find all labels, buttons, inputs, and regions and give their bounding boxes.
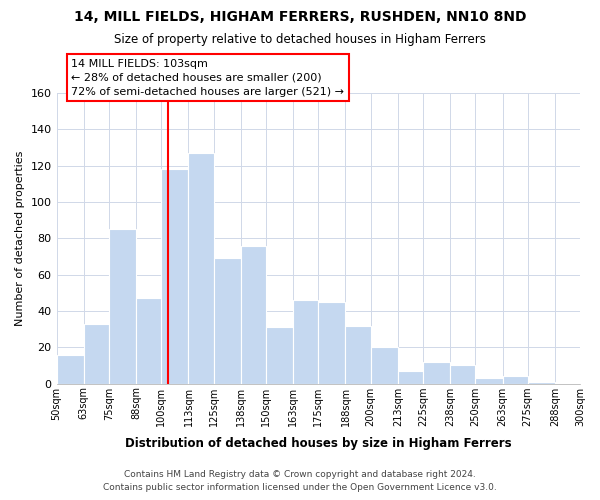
- Text: 14, MILL FIELDS, HIGHAM FERRERS, RUSHDEN, NN10 8ND: 14, MILL FIELDS, HIGHAM FERRERS, RUSHDEN…: [74, 10, 526, 24]
- Bar: [371, 348, 398, 384]
- Y-axis label: Number of detached properties: Number of detached properties: [15, 150, 25, 326]
- Bar: [503, 376, 527, 384]
- Bar: [398, 371, 423, 384]
- Text: Contains HM Land Registry data © Crown copyright and database right 2024.
Contai: Contains HM Land Registry data © Crown c…: [103, 470, 497, 492]
- Text: 14 MILL FIELDS: 103sqm
← 28% of detached houses are smaller (200)
72% of semi-de: 14 MILL FIELDS: 103sqm ← 28% of detached…: [71, 59, 344, 97]
- Bar: [293, 300, 318, 384]
- Bar: [475, 378, 503, 384]
- Bar: [56, 354, 84, 384]
- Bar: [346, 326, 371, 384]
- Text: Size of property relative to detached houses in Higham Ferrers: Size of property relative to detached ho…: [114, 32, 486, 46]
- Bar: [318, 302, 346, 384]
- Bar: [136, 298, 161, 384]
- Bar: [84, 324, 109, 384]
- Bar: [527, 382, 555, 384]
- Bar: [188, 153, 214, 384]
- Bar: [161, 170, 188, 384]
- Bar: [423, 362, 450, 384]
- Bar: [241, 246, 266, 384]
- Bar: [109, 230, 136, 384]
- Bar: [214, 258, 241, 384]
- Bar: [266, 328, 293, 384]
- X-axis label: Distribution of detached houses by size in Higham Ferrers: Distribution of detached houses by size …: [125, 437, 512, 450]
- Bar: [450, 366, 475, 384]
